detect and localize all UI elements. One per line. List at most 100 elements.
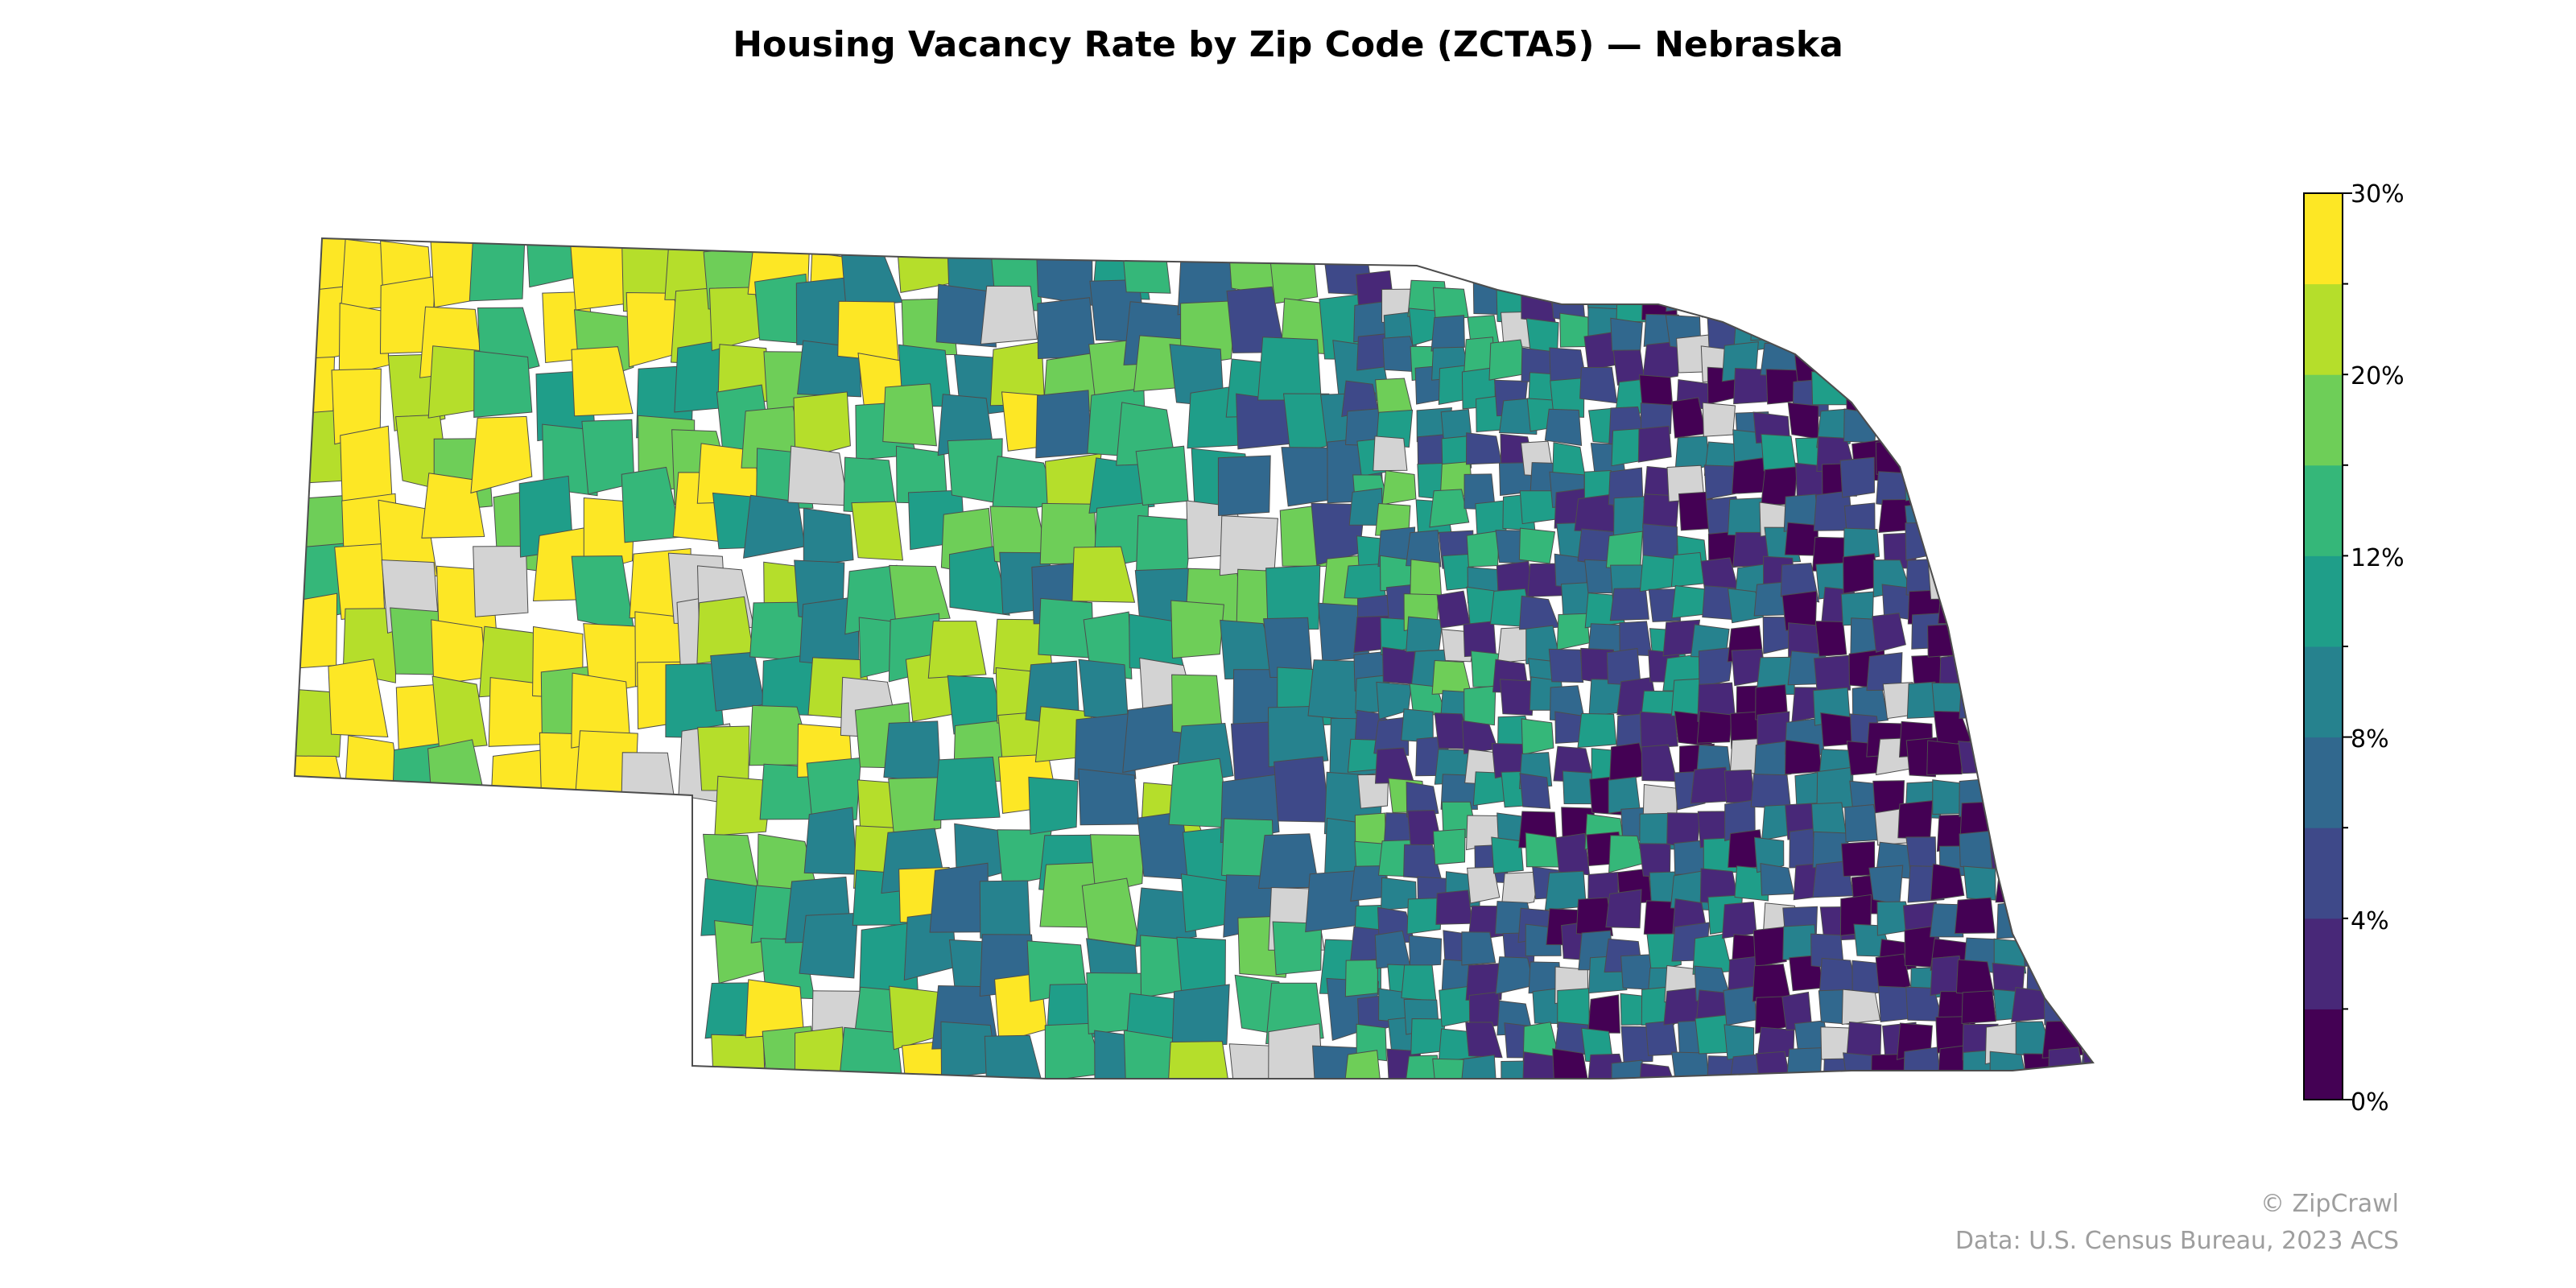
zip-region	[851, 501, 904, 561]
zip-region	[1939, 316, 1977, 355]
zip-region	[1267, 705, 1329, 768]
zip-region	[1960, 645, 1996, 682]
zip-region	[2082, 745, 2093, 781]
zip-region	[1605, 530, 1643, 570]
zip-region	[1518, 595, 1560, 630]
zip-region	[1670, 551, 1705, 588]
zip-region	[1583, 332, 1616, 372]
zip-region	[2021, 275, 2062, 312]
zip-region	[2079, 966, 2093, 1005]
zip-region	[1964, 362, 2003, 404]
zip-region	[1035, 238, 1093, 306]
zip-region	[1074, 712, 1137, 780]
zip-region	[1381, 470, 1417, 506]
zip-region	[1845, 375, 1881, 414]
zip-region	[933, 756, 1001, 821]
zip-region	[1078, 768, 1140, 826]
zip-region	[2051, 711, 2086, 748]
zip-region	[1463, 621, 1496, 658]
zip-region	[840, 250, 903, 308]
zip-region	[895, 238, 952, 293]
zip-region	[1989, 808, 2025, 847]
zip-region	[2057, 622, 2091, 658]
zip-region	[2013, 807, 2054, 843]
zip-region	[1906, 367, 1942, 402]
zip-region	[1846, 1021, 1882, 1059]
zip-region	[1999, 498, 2032, 536]
zip-region	[1970, 717, 2007, 758]
zip-region	[1989, 776, 2029, 816]
zip-region	[1961, 489, 2000, 527]
zip-region	[1752, 926, 1787, 968]
zip-region	[1959, 527, 1996, 565]
zip-region	[1724, 769, 1756, 803]
colorbar-segment	[2304, 918, 2343, 1009]
zip-region	[1135, 887, 1197, 947]
zip-region	[883, 720, 942, 783]
zip-region	[1548, 648, 1584, 683]
zip-region	[1610, 317, 1643, 353]
zip-region	[1620, 1026, 1654, 1063]
zip-region	[1996, 900, 2033, 939]
zip-region	[1954, 585, 1993, 619]
zip-region	[1071, 546, 1136, 603]
state-outline	[293, 237, 2095, 1080]
zip-region	[1839, 456, 1876, 498]
zip-region	[1646, 933, 1682, 972]
zip-region	[1698, 646, 1735, 687]
colorbar-tick-0: 0%	[2351, 1088, 2389, 1117]
zip-region	[1461, 931, 1496, 966]
zip-region	[743, 494, 806, 559]
zip-region	[1168, 758, 1231, 828]
zip-region	[1274, 756, 1330, 823]
zip-region	[2076, 611, 2093, 652]
zip-region	[1406, 781, 1439, 818]
zip-region	[1432, 828, 1466, 865]
zip-region	[1552, 442, 1586, 477]
zip-region	[1811, 370, 1849, 406]
zip-region	[2027, 438, 2063, 473]
zip-region	[888, 777, 943, 836]
zip-region	[2047, 955, 2082, 990]
zip-region	[1356, 1023, 1388, 1062]
zip-region	[1381, 646, 1416, 685]
zip-region	[1724, 1024, 1755, 1060]
zip-region	[1344, 1050, 1381, 1079]
zip-region	[1786, 283, 1821, 317]
zip-region	[2014, 774, 2054, 813]
zip-region	[1903, 1046, 1941, 1079]
zip-region	[1089, 834, 1146, 895]
zip-region	[1432, 1058, 1470, 1079]
zip-region	[1435, 890, 1473, 925]
zip-region	[1401, 964, 1437, 1002]
zip-region	[2086, 528, 2093, 564]
zip-region	[2083, 402, 2093, 436]
colorbar-segment	[2304, 374, 2343, 466]
zip-region	[328, 658, 389, 738]
zip-region	[1123, 1030, 1174, 1079]
zip-region	[1555, 832, 1591, 876]
zip-region	[1522, 1051, 1561, 1079]
zip-region	[2043, 925, 2083, 967]
zip-region	[882, 383, 937, 447]
colorbar-segment	[2304, 828, 2343, 919]
zip-region	[1961, 619, 2000, 654]
zip-region	[1760, 863, 1795, 896]
zip-region	[1723, 985, 1757, 1026]
zip-region	[1993, 589, 2036, 625]
zip-region	[2021, 505, 2055, 540]
zip-region	[714, 775, 772, 836]
zip-region	[1272, 921, 1323, 976]
zip-region	[1872, 613, 1906, 653]
zip-region	[1702, 402, 1736, 437]
zip-region	[2013, 642, 2050, 682]
zip-region	[2055, 744, 2088, 780]
zip-region	[803, 507, 854, 567]
zip-region	[1995, 310, 2031, 347]
zip-region	[1666, 271, 1707, 312]
zip-region	[793, 391, 851, 461]
zip-region	[1958, 398, 1997, 432]
zip-region	[1699, 277, 1737, 318]
zip-region	[1121, 238, 1171, 294]
zip-region	[1897, 800, 1934, 840]
